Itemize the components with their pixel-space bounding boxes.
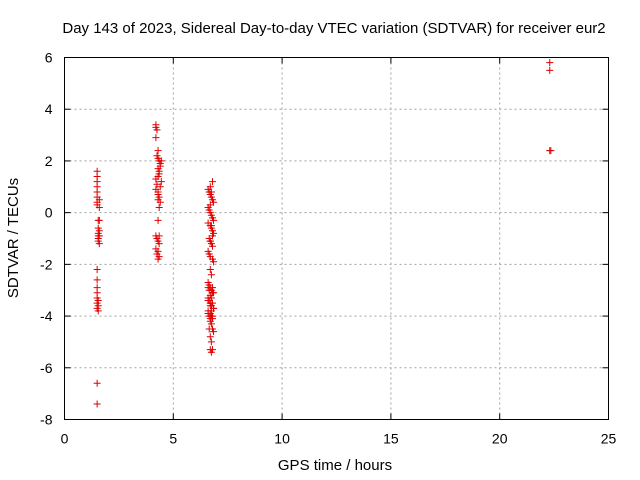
data-point [206,183,214,191]
y-tick-label: -6 [40,360,53,376]
x-tick-label: 15 [383,431,399,447]
data-point [205,325,213,333]
y-axis-ticks: -8 -6 -4 -2 0 2 4 6 [40,50,609,428]
data-point [206,333,214,341]
x-tick-label: 5 [169,431,177,447]
data-point [210,258,218,266]
data-point [95,227,103,235]
data-point [157,157,165,165]
x-tick-label: 20 [492,431,508,447]
y-tick-label: 2 [45,153,53,169]
x-tick-label: 0 [61,431,69,447]
data-point [93,400,101,408]
data-point [93,276,101,284]
data-point [152,134,160,142]
data-point [208,242,216,250]
data-point [156,198,164,206]
y-tick-label: 4 [45,101,53,117]
data-point [207,338,215,346]
data-point [208,284,216,292]
data-point [156,183,164,191]
y-tick-label: -2 [40,256,53,272]
data-point [546,66,554,74]
data-point [153,126,161,134]
data-point [95,203,103,211]
data-point [154,216,162,224]
data-point [95,216,103,224]
data-points [93,59,555,408]
data-point [208,178,216,186]
data-point [547,147,555,155]
data-point [210,328,218,336]
chart-title: Day 143 of 2023, Sidereal Day-to-day VTE… [62,20,605,37]
x-axis-label: GPS time / hours [278,457,392,474]
x-tick-label: 25 [601,431,617,447]
data-point [207,188,215,196]
data-point [93,379,101,387]
data-point [210,216,218,224]
data-point [155,240,163,248]
data-point [154,172,162,180]
data-point [154,147,162,155]
data-point [546,59,554,67]
data-point [157,178,165,186]
data-point [94,307,102,315]
data-point [207,222,215,230]
data-point [210,289,218,297]
data-point [155,232,163,240]
data-point [206,266,214,274]
data-point [207,348,215,356]
data-point [207,271,215,279]
y-axis-label: SDTVAR / TECUs [5,178,22,298]
y-tick-label: 6 [45,50,53,66]
x-axis-ticks: 0 5 10 15 20 25 [61,57,617,447]
data-point [95,196,103,204]
data-point [207,307,215,315]
plot-frame [64,57,609,420]
data-point [156,162,164,170]
data-point [208,312,216,320]
data-point [93,266,101,274]
y-tick-label: -8 [40,412,53,428]
data-point [204,297,212,305]
data-point [155,203,163,211]
data-point [206,201,214,209]
data-point [154,191,162,199]
y-tick-label: -4 [40,308,53,324]
data-point [207,320,215,328]
data-point [206,237,214,245]
y-tick-label: 0 [45,205,53,221]
data-point [94,297,102,305]
data-point [155,167,163,175]
data-point [95,240,103,248]
x-tick-label: 10 [274,431,290,447]
data-point [206,302,214,310]
data-point [208,232,216,240]
grid-lines [64,57,609,420]
data-point [154,255,162,263]
